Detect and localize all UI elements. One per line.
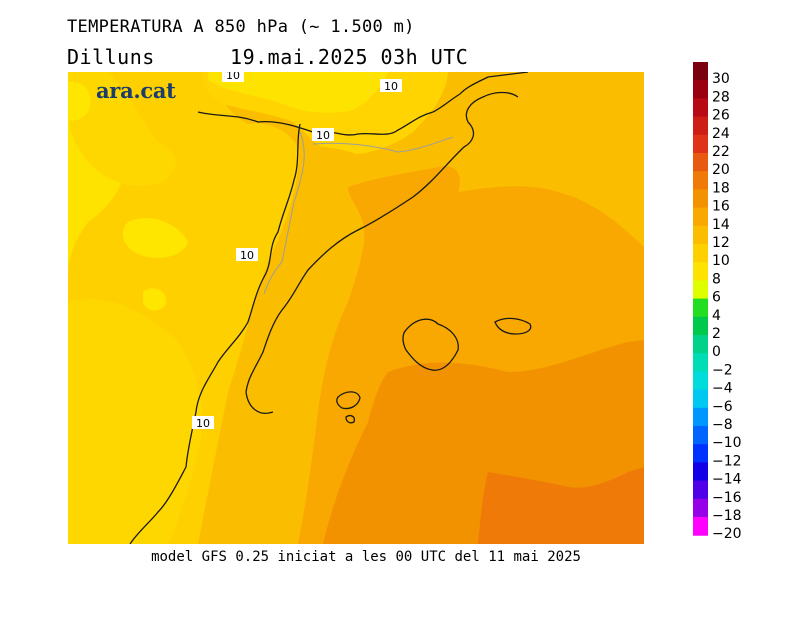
legend-swatch [693,225,708,245]
legend-label: −2 [712,362,733,378]
legend-label: −6 [712,399,733,415]
legend-label: 18 [712,180,730,196]
legend-swatch [693,280,708,300]
legend-label: −10 [712,435,742,451]
legend-label: 30 [712,71,730,87]
coastline-catalonia [245,146,465,414]
legend-label: 10 [712,253,730,269]
forecast-datetime: Dilluns 19.mai.2025 03h UTC [67,45,468,69]
temperature-legend: 302826242220181614121086420−2−4−6−8−10−1… [693,62,742,542]
ara-cat-logo: ara.cat [96,78,176,103]
temperature-map: 10 10 10 10 10 [68,72,644,544]
balearic-islands [336,317,532,424]
legend-swatch [693,444,708,463]
legend-label: −8 [712,417,733,433]
cool-patch [143,288,167,311]
mallorca [402,318,459,371]
border-aragon-catalonia [263,131,305,295]
border-north [459,72,529,95]
legend-swatch [693,80,708,99]
temp-zone-18 [478,467,644,544]
legend-label: 12 [712,235,730,251]
legend-swatch [693,98,708,118]
legend-swatch [693,189,708,209]
coastline-roses [463,91,519,148]
legend-label: 16 [712,199,730,215]
legend-swatch [693,335,708,354]
map-title: TEMPERATURA A 850 hPa (~ 1.500 m) [67,17,415,37]
legend-swatch [693,517,708,536]
legend-swatch [693,171,708,190]
forecast-day: Dilluns [67,45,155,69]
coastline-west [129,123,301,544]
legend-swatch [693,407,708,427]
contour-label: 10 [226,72,240,82]
legend-label: 6 [712,290,721,306]
legend-label: −14 [712,472,742,488]
formentera [345,415,356,424]
legend-label: −20 [712,526,742,542]
contour-label-box [236,248,258,261]
menorca [494,317,532,335]
legend-swatch [693,298,708,318]
legend-swatch [693,389,708,409]
legend-swatch [693,134,708,154]
legend-label: −18 [712,508,742,524]
legend-swatch [693,353,708,372]
legend-swatch [693,244,708,263]
legend-label: −16 [712,490,742,506]
legend-swatch [693,116,708,136]
contour-label-box [222,72,244,82]
contour-label-box [192,416,214,429]
legend-label: 20 [712,162,730,178]
legend-label: −4 [712,381,733,397]
legend-swatch [693,480,708,500]
legend-swatch [693,153,708,172]
model-info: model GFS 0.25 iniciat a les 00 UTC del … [151,549,581,565]
contour-label-box [380,79,402,92]
legend-label: 22 [712,144,730,160]
forecast-date: 19.mai.2025 03h UTC [230,45,469,69]
temp-zone-pyrenees-cool [208,72,388,113]
legend-label: 0 [712,344,721,360]
legend-swatch [693,498,708,518]
ibiza [336,391,361,410]
legend-label: 8 [712,271,721,287]
legend-swatch [693,262,708,281]
contour-label: 10 [316,129,330,142]
legend-label: 4 [712,308,721,324]
legend-swatch [693,62,708,81]
legend-swatch [693,207,708,227]
region-borders [263,131,454,295]
legend-label: 14 [712,217,730,233]
legend-swatch [693,462,708,482]
legend-swatch [693,371,708,391]
legend-label: 28 [712,89,730,105]
border-andorra [312,136,454,153]
contour-label-box [312,128,334,141]
contour-label: 10 [384,80,398,93]
temp-zone-west-upper [68,72,176,187]
legend-label: −12 [712,453,742,469]
legend-label: 26 [712,108,730,124]
contour-labels: 10 10 10 10 10 [192,72,402,430]
legend-label: 24 [712,126,730,142]
coastlines [129,72,529,544]
legend-swatch [693,426,708,445]
temp-zone-west-lower [68,299,202,544]
contour-label: 10 [196,417,210,430]
legend-label: 2 [712,326,721,342]
cool-patch [122,218,188,258]
border-france-spain [197,93,461,136]
cool-patch [68,81,91,121]
contour-label: 10 [240,249,254,262]
legend-swatch [693,316,708,336]
temp-zone-ne [461,72,644,202]
